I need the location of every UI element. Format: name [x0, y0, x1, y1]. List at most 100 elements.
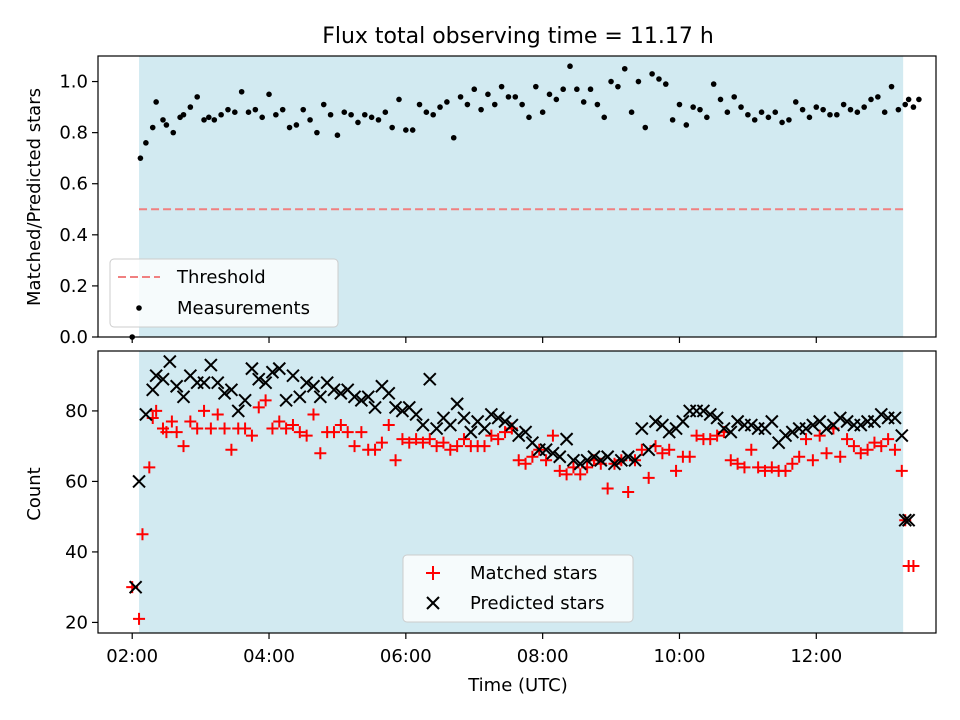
predicted-star-point: [327, 383, 341, 397]
measurement-point: [464, 101, 471, 108]
measurement-point: [341, 109, 348, 115]
predicted-star-point: [778, 428, 793, 443]
matched-star-point: [875, 440, 888, 453]
predicted-star-point: [258, 376, 273, 390]
matched-star-point: [642, 471, 655, 484]
predicted-star-point: [901, 513, 916, 527]
predicted-star-point: [293, 390, 307, 404]
predicted-star-point: [724, 425, 738, 439]
predicted-star-point: [888, 411, 902, 425]
measurement-point: [334, 132, 341, 138]
matched-star-point: [540, 454, 553, 467]
predicted-star-point: [594, 453, 608, 467]
matched-star-point: [834, 450, 847, 463]
matched-star-point: [410, 433, 423, 446]
predicted-star-point: [176, 390, 191, 404]
matched-star-point: [793, 450, 806, 463]
matched-star-point: [485, 429, 498, 442]
predicted-star-point: [833, 411, 847, 425]
matched-star-point: [765, 461, 778, 474]
predicted-star-point: [347, 390, 362, 404]
matched-star-point: [160, 426, 173, 439]
ratio-y-ticks: 0.0 0.2 0.4 0.6 0.8 1.0: [59, 72, 98, 348]
matched-star-point: [328, 426, 341, 439]
predicted-star-point: [641, 442, 656, 457]
measurement-point: [160, 117, 166, 123]
measurement-point: [163, 122, 170, 128]
predicted-star-point: [799, 421, 813, 436]
predicted-star-point: [204, 358, 218, 372]
measurement-point: [710, 81, 717, 87]
measurement-point: [669, 117, 676, 123]
measurement-point: [307, 117, 313, 123]
matched-star-point: [191, 422, 204, 435]
predicted-star-point: [874, 407, 888, 422]
measurement-point: [153, 99, 159, 105]
measurement-point: [170, 129, 177, 136]
measurement-point: [539, 109, 546, 115]
matched-star-point: [170, 426, 183, 439]
matched-star-point: [868, 436, 881, 449]
predicted-star-point: [648, 414, 663, 429]
predicted-star-point: [580, 453, 594, 467]
measurement-point: [546, 91, 553, 98]
matched-star-point: [280, 422, 293, 435]
matched-star-point: [239, 422, 252, 435]
measurement-point: [642, 124, 649, 131]
predicted-star-point: [662, 425, 676, 439]
measurement-point: [327, 111, 334, 118]
matched-star-point: [307, 408, 320, 421]
predicted-star-point: [382, 386, 396, 401]
matched-star-point: [779, 464, 792, 477]
measurement-point: [478, 106, 484, 113]
measurement-point: [745, 111, 751, 118]
matched-star-point: [813, 429, 826, 442]
predicted-star-point: [163, 354, 177, 369]
matched-star-point: [907, 560, 920, 573]
y-tick-label: 40: [65, 542, 88, 563]
predicted-star-point: [464, 425, 478, 439]
measurement-points: [129, 63, 922, 340]
predicted-star-point: [279, 393, 293, 408]
measurement-point: [512, 94, 519, 100]
predicted-star-point: [895, 428, 909, 443]
predicted-star-point: [559, 432, 574, 446]
predicted-star-point: [306, 379, 321, 393]
matched-star-point: [348, 440, 361, 453]
predicted-star-point: [553, 450, 567, 464]
predicted-star-point: [785, 425, 800, 439]
predicted-star-point: [224, 383, 239, 397]
predicted-star-point: [368, 400, 382, 415]
measurement-point: [854, 109, 861, 115]
matched-star-point: [806, 454, 819, 467]
measurement-point: [498, 83, 505, 90]
count-x-ticks: 02:00 04:00 06:00 08:00 10:00 12:00: [106, 633, 842, 667]
measurement-point: [676, 101, 683, 108]
measurement-point: [368, 114, 375, 121]
x-tick-label: 08:00: [517, 646, 569, 667]
predicted-star-point: [238, 393, 252, 408]
measurement-point: [792, 99, 799, 105]
matched-star-point: [635, 443, 648, 456]
measurement-point: [238, 88, 245, 95]
measurement-point: [758, 109, 765, 115]
measurement-point: [724, 109, 731, 115]
measurement-point: [717, 96, 724, 103]
ratio-panel: 0.0 0.2 0.4 0.6 0.8 1.0 Matched/Predicted sta…: [24, 55, 937, 348]
matched-star-point: [724, 454, 737, 467]
legend-matched-swatch: [426, 566, 440, 580]
measurement-point: [273, 111, 279, 118]
matched-star-point: [738, 461, 751, 474]
predicted-star-point: [587, 450, 601, 464]
matched-star-point: [731, 457, 744, 470]
predicted-star-point: [217, 386, 232, 401]
measurement-point: [662, 81, 669, 87]
matched-star-point: [245, 429, 258, 442]
matched-star-point: [286, 419, 299, 432]
matched-star-point: [800, 433, 813, 446]
legend-measurement-swatch: [136, 305, 142, 311]
legend-matched-label: Matched stars: [470, 563, 597, 584]
matched-star-point: [861, 443, 874, 456]
measurement-point: [840, 101, 847, 108]
